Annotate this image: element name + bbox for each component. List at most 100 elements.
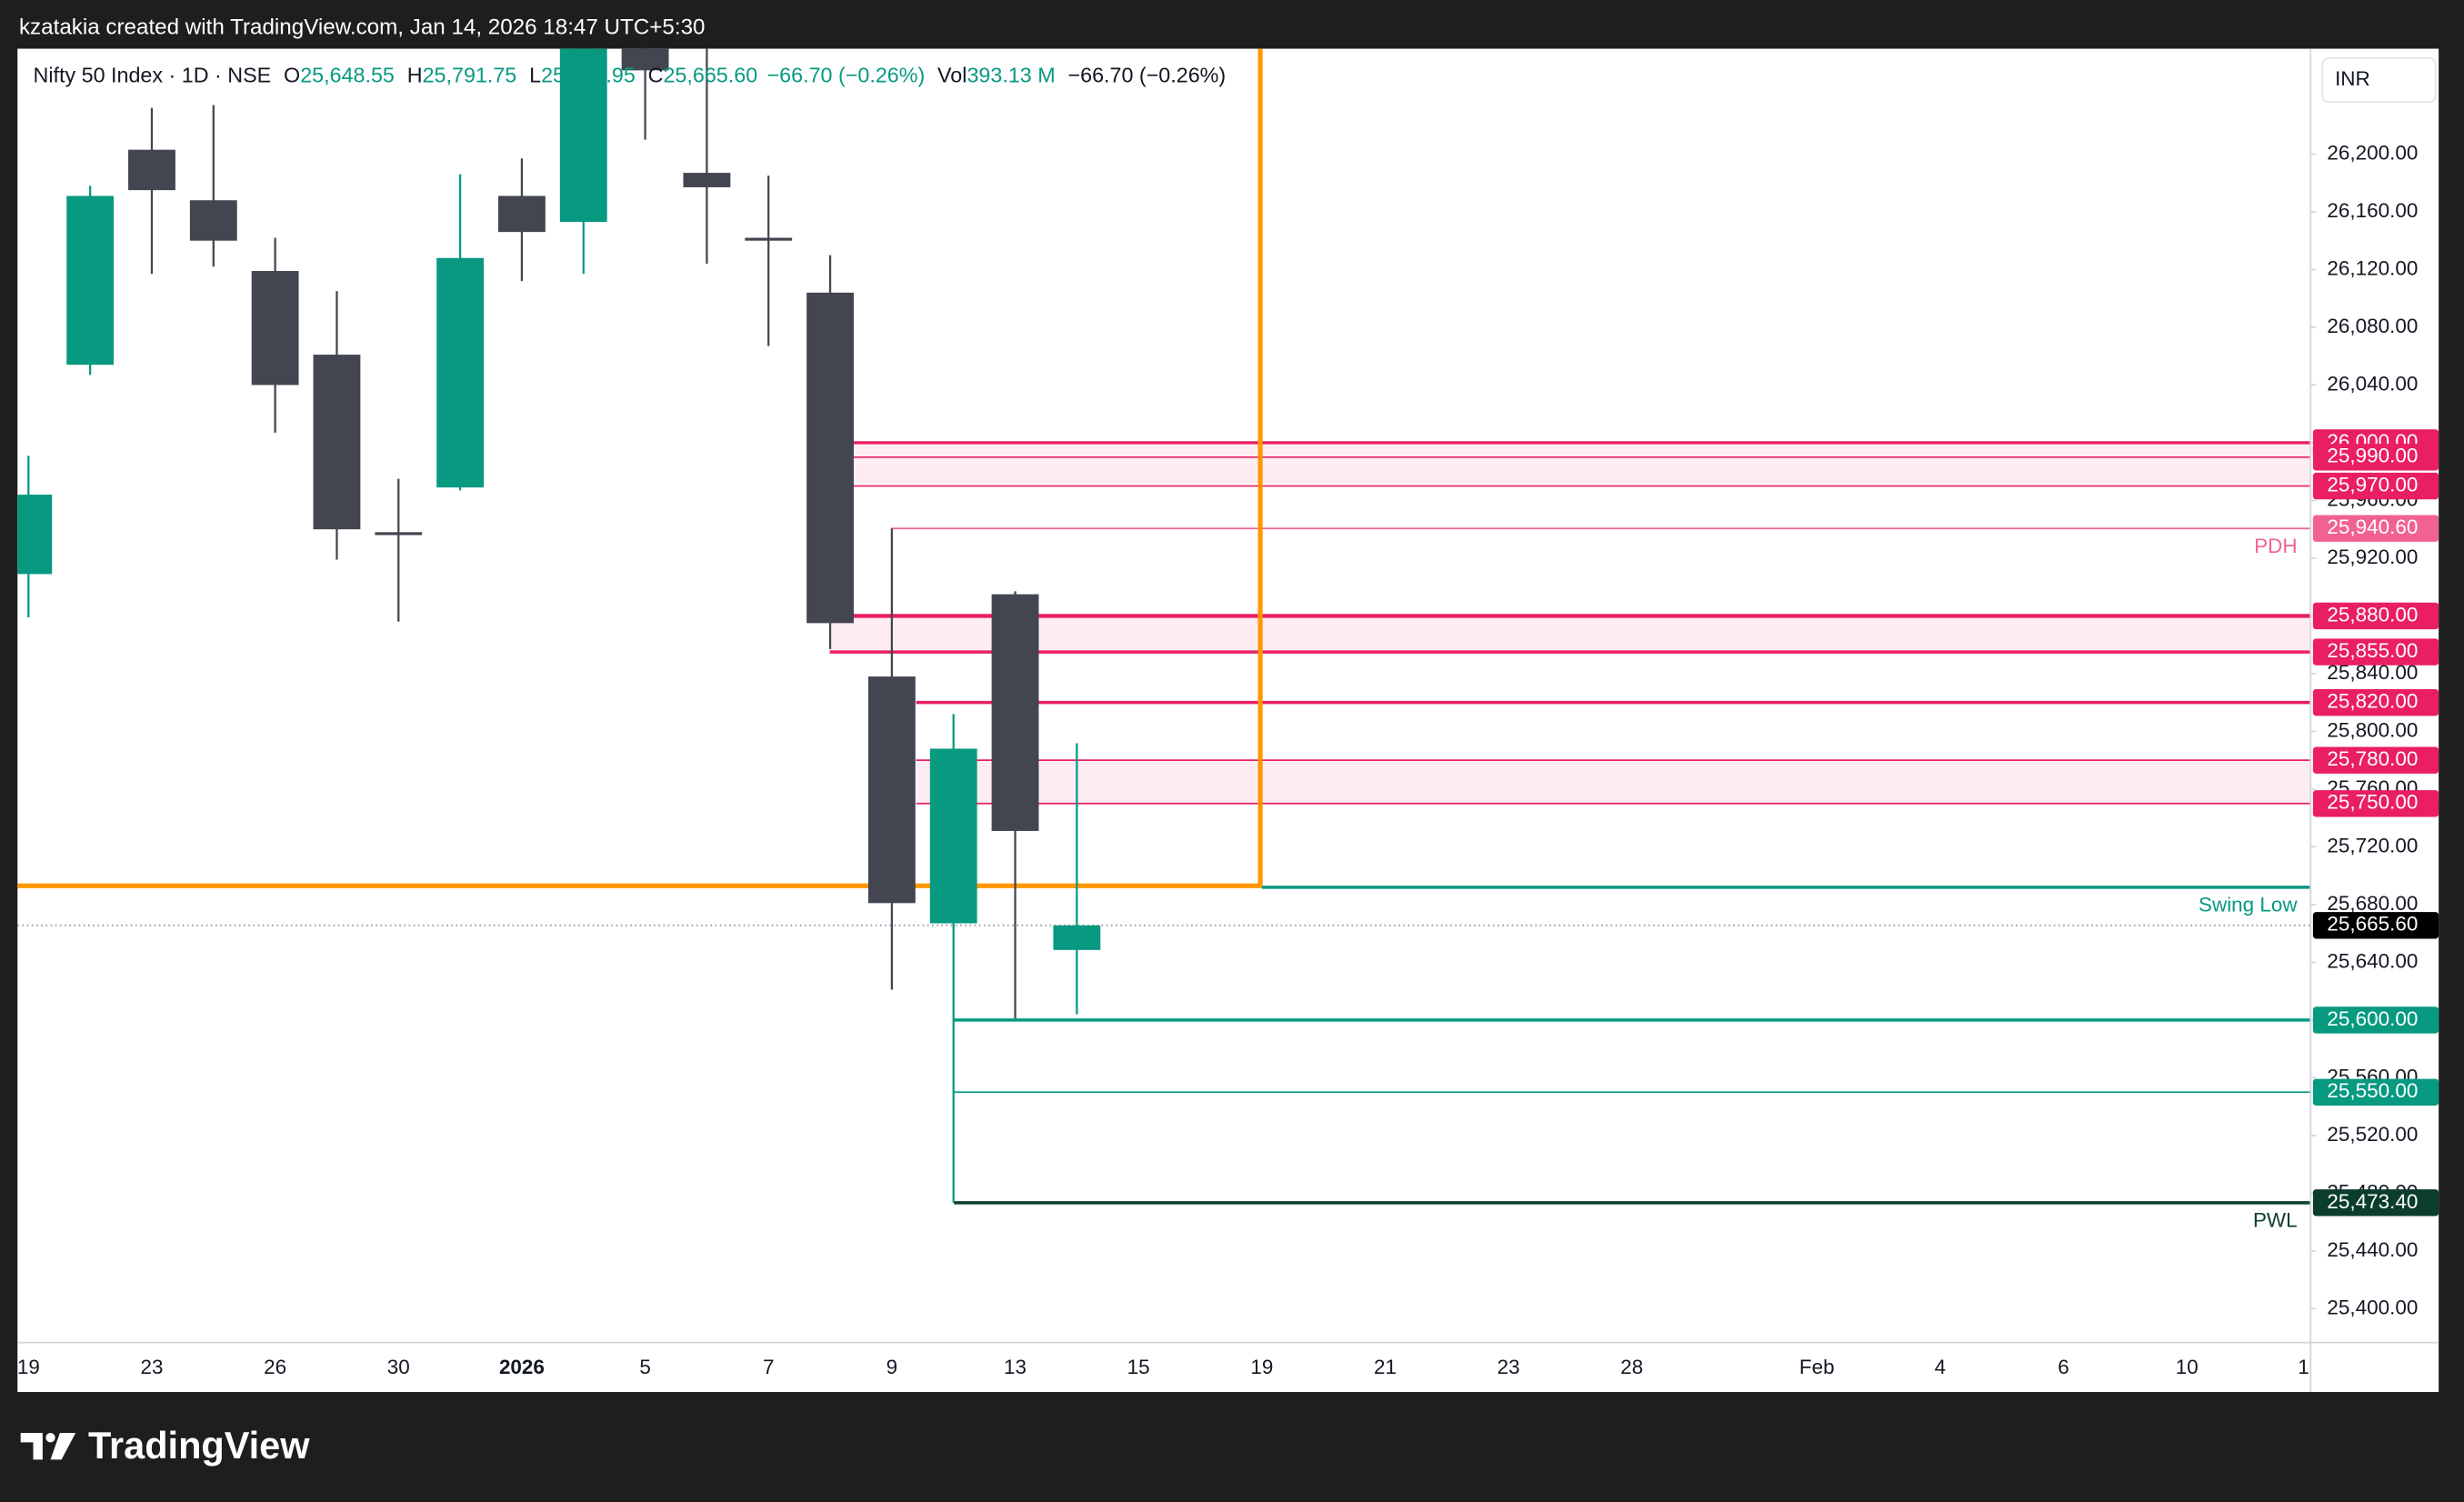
price-label: 25,855.00 (2327, 639, 2418, 662)
x-tick-label: 13 (1004, 1356, 1027, 1378)
y-tick-label: 26,160.00 (2327, 199, 2418, 222)
plot (17, 48, 2310, 1205)
candle-body (375, 532, 423, 536)
y-tick-label: 26,120.00 (2327, 256, 2418, 279)
x-tick-label: 10 (2176, 1356, 2199, 1378)
x-tick-label: 7 (763, 1356, 774, 1378)
x-tick-label: 6 (2058, 1356, 2069, 1378)
top-bar: kzatakia created with TradingView.com, J… (19, 15, 706, 39)
price-label: 25,780.00 (2327, 747, 2418, 770)
zone (829, 616, 2310, 653)
level-name: Swing Low (2199, 894, 2298, 916)
legend: Nifty 50 Index · 1D · NSE O25,648.55 H25,7… (34, 64, 1227, 87)
price-label: 25,990.00 (2327, 445, 2418, 467)
price-label: 25,550.00 (2327, 1079, 2418, 1102)
zone (916, 760, 2310, 804)
y-tick-label: 25,520.00 (2327, 1123, 2418, 1146)
price-label-bg (2312, 790, 2439, 817)
price-label: 25,970.00 (2327, 473, 2418, 496)
x-tick-label: 4 (1935, 1356, 1947, 1378)
x-tick-label: 15 (1127, 1356, 1150, 1378)
level-name: PDH (2254, 535, 2297, 557)
candle-body (683, 173, 731, 187)
legend-symbol: Nifty 50 Index · 1D · NSE (34, 64, 272, 87)
candle-body (621, 48, 669, 71)
x-tick-label: 19 (17, 1356, 40, 1378)
price-label-bg (2312, 638, 2439, 666)
currency[interactable]: INR (2335, 67, 2370, 90)
y-tick-label: 25,640.00 (2327, 949, 2418, 972)
price-label: 25,600.00 (2327, 1007, 2418, 1030)
candle-body (313, 355, 361, 530)
y-tick-label: 26,040.00 (2327, 372, 2418, 395)
price-label-bg (2312, 912, 2439, 939)
y-tick-label: 26,200.00 (2327, 141, 2418, 164)
legend-c-label: C (648, 64, 664, 87)
legend-vol-label: Vol (937, 64, 967, 87)
y-tick-label: 25,400.00 (2327, 1296, 2418, 1318)
price-label-bg (2312, 688, 2439, 716)
x-tick-label: 19 (1250, 1356, 1273, 1378)
legend-h: 25,791.75 (423, 64, 517, 87)
candle-body (745, 237, 793, 241)
candle-body (929, 748, 977, 924)
legend-o: 25,648.55 (300, 64, 395, 87)
price-label-bg (2312, 1078, 2439, 1106)
price-label-bg (2312, 1189, 2439, 1217)
price-label-bg (2312, 515, 2439, 542)
overlay: Nifty 50 Index · 1D · NSE O25,648.55 H25,7… (17, 64, 2439, 1378)
price-label-bg (2312, 602, 2439, 630)
candle-body (1053, 925, 1101, 950)
price-label-bg (2312, 746, 2439, 774)
x-tick-label: 5 (639, 1356, 650, 1378)
logo-mark (20, 1432, 43, 1460)
price-label-bg (2312, 444, 2439, 471)
candle-body (128, 149, 175, 191)
legend-o-label: O (284, 64, 300, 87)
x-tick-label: 23 (140, 1356, 163, 1378)
candle-body (806, 292, 854, 624)
x-tick-label: 28 (1620, 1356, 1643, 1378)
price-label: 25,820.00 (2327, 690, 2418, 713)
brand: TradingView (88, 1424, 310, 1467)
y-tick-label: 25,680.00 (2327, 892, 2418, 915)
price-label: 25,940.60 (2327, 516, 2418, 538)
candle-body (251, 271, 299, 386)
y-tick-label: 26,080.00 (2327, 315, 2418, 337)
x-tick-label: 1 (2298, 1356, 2309, 1378)
x-tick-label: 21 (1374, 1356, 1397, 1378)
legend-l-label: L (529, 64, 541, 87)
legend-l: 25,603.95 (541, 64, 636, 87)
logo-mark (50, 1432, 76, 1460)
x-tick-label: 30 (387, 1356, 410, 1378)
candle-body (436, 257, 485, 488)
x-tick-label: 26 (264, 1356, 286, 1378)
price-label: 25,750.00 (2327, 791, 2418, 814)
chart-area (17, 48, 2439, 1393)
candle-body (991, 594, 1039, 831)
brand-logo: TradingView (20, 1424, 310, 1467)
candle-body (498, 195, 546, 233)
currency-box[interactable] (2321, 57, 2437, 104)
y-tick-label: 25,440.00 (2327, 1238, 2418, 1261)
x-tick-label: 9 (886, 1356, 898, 1378)
candle-body (17, 495, 53, 575)
y-tick-label: 25,800.00 (2327, 718, 2418, 741)
x-tick-label: Feb (1799, 1356, 1835, 1378)
legend-c: 25,665.60 (663, 64, 757, 87)
legend-change: −66.70 (−0.26%) (767, 64, 926, 87)
x-tick-label: 2026 (499, 1356, 545, 1378)
price-label-bg (2312, 1006, 2439, 1034)
candle-body (867, 676, 916, 904)
price-label-bg (2312, 472, 2439, 500)
candle-body (559, 48, 607, 223)
level-name: PWL (2253, 1209, 2298, 1232)
y-tick-label: 25,720.00 (2327, 834, 2418, 856)
price-label: 25,880.00 (2327, 603, 2418, 626)
logo-dot (45, 1432, 55, 1443)
candle-body (189, 200, 237, 241)
price-label: 25,473.40 (2327, 1190, 2418, 1213)
legend-vol-change: −66.70 (−0.26%) (1068, 64, 1227, 87)
